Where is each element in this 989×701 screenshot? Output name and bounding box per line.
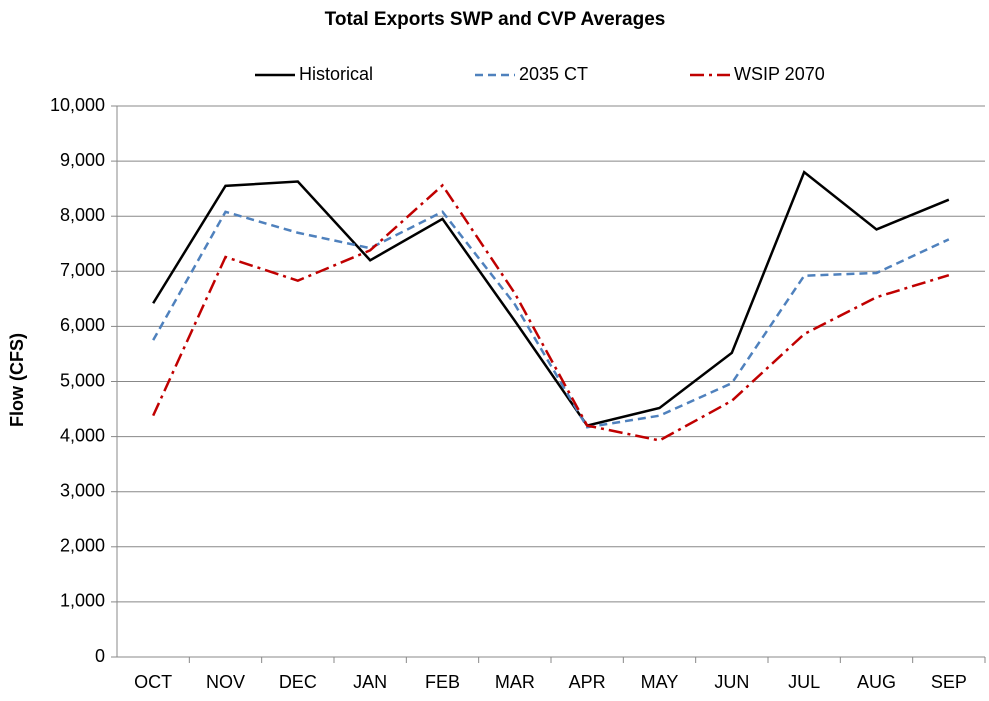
x-tick-label: APR <box>569 672 606 692</box>
x-tick-label: JUN <box>714 672 749 692</box>
y-tick-label: 10,000 <box>50 95 105 115</box>
y-tick-label: 9,000 <box>60 150 105 170</box>
y-tick-label: 2,000 <box>60 536 105 556</box>
x-tick-label: NOV <box>206 672 245 692</box>
x-tick-label: OCT <box>134 672 172 692</box>
series-line <box>152 183 950 442</box>
y-tick-label: 0 <box>95 646 105 666</box>
x-tick-label: MAY <box>641 672 679 692</box>
chart-title: Total Exports SWP and CVP Averages <box>325 9 666 30</box>
y-tick-label: 3,000 <box>60 480 105 500</box>
y-axis-label: Flow (CFS) <box>7 333 27 427</box>
x-tick-label: SEP <box>931 672 967 692</box>
y-tick-label: 5,000 <box>60 370 105 390</box>
x-tick-label: MAR <box>495 672 535 692</box>
x-tick-label: JAN <box>353 672 387 692</box>
legend-label: 2035 CT <box>519 64 588 84</box>
x-tick-label: FEB <box>425 672 460 692</box>
y-tick-label: 6,000 <box>60 315 105 335</box>
y-tick-label: 4,000 <box>60 425 105 445</box>
series-line <box>152 210 950 429</box>
y-tick-label: 1,000 <box>60 591 105 611</box>
x-tick-label: JUL <box>788 672 820 692</box>
x-tick-label: AUG <box>857 672 896 692</box>
y-tick-label: 8,000 <box>60 205 105 225</box>
x-tick-label: DEC <box>279 672 317 692</box>
legend-label: Historical <box>299 64 373 84</box>
y-tick-label: 7,000 <box>60 260 105 280</box>
legend-label: WSIP 2070 <box>734 64 825 84</box>
series-line <box>152 170 950 427</box>
